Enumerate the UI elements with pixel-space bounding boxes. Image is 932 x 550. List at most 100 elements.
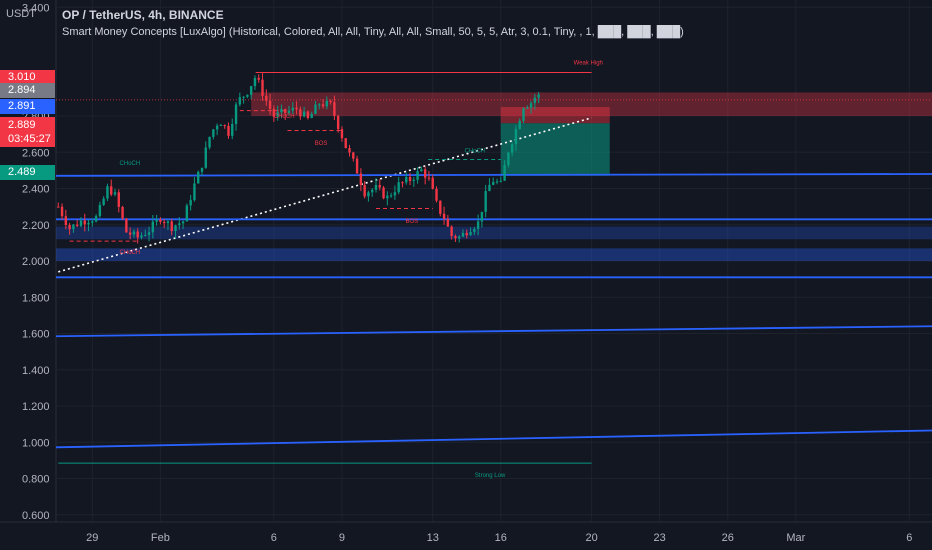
candle-body	[439, 200, 442, 214]
weak-high-label: Weak High	[574, 61, 603, 67]
candle-body	[265, 95, 268, 101]
x-tick-label: 6	[271, 532, 277, 544]
candle-body	[484, 191, 487, 212]
y-tick-label: 1.600	[22, 329, 50, 341]
axis-unit-label: USDT	[6, 8, 36, 20]
strong-low-label: Strong Low	[475, 473, 506, 479]
bar-countdown: 03:45:27	[8, 133, 51, 145]
candle-body	[83, 220, 86, 225]
candle-body	[113, 192, 117, 195]
candle-body	[533, 97, 537, 104]
candle-body	[416, 171, 419, 180]
candle-body	[408, 177, 412, 181]
candle-body	[325, 100, 329, 107]
candle-body	[454, 236, 457, 239]
candle-body	[64, 216, 68, 225]
price-badge: 2.894	[0, 83, 55, 98]
x-tick-label: 16	[495, 532, 507, 544]
smc-annotation: BOS	[405, 219, 418, 225]
candle-body	[147, 232, 151, 235]
candle-body	[68, 224, 71, 230]
demand-zone-lower	[56, 248, 932, 261]
short-target-zone	[500, 123, 610, 176]
candle-body	[144, 234, 147, 236]
candle-body	[246, 94, 249, 97]
candle-body	[359, 173, 363, 185]
candle-body	[318, 104, 321, 106]
candle-body	[94, 216, 98, 222]
candle-body	[197, 171, 200, 184]
candle-body	[75, 224, 79, 226]
candle-body	[219, 125, 223, 127]
candle-body	[212, 129, 215, 137]
candle-body	[257, 78, 260, 80]
candle-body	[458, 236, 461, 239]
y-tick-label: 0.600	[22, 510, 50, 522]
candle-body	[340, 129, 344, 139]
candle-body	[272, 108, 276, 117]
x-tick-label: 23	[654, 532, 666, 544]
candle-body	[348, 148, 351, 153]
symbol-title[interactable]: OP / TetherUS, 4h, BINANCE	[62, 8, 224, 22]
candle-body	[299, 109, 302, 117]
y-tick-label: 1.000	[22, 437, 50, 449]
y-tick-label: 1.200	[22, 401, 50, 413]
candle-body	[537, 94, 540, 98]
candle-body	[91, 221, 94, 223]
candle-body	[208, 136, 211, 148]
candle-body	[291, 107, 294, 111]
y-tick-label: 2.200	[22, 220, 50, 232]
candle-body	[510, 144, 514, 153]
y-tick-label: 1.400	[22, 365, 50, 377]
x-tick-label: 9	[339, 532, 345, 544]
candle-body	[276, 112, 279, 117]
price-badge: 2.489	[0, 164, 55, 180]
current-price-label: 2.889	[8, 119, 36, 131]
candle-body	[200, 167, 204, 172]
candle-body	[355, 158, 359, 174]
candle-body	[371, 189, 374, 193]
candle-body	[151, 221, 155, 233]
blue-line-0975	[55, 429, 932, 449]
candle-body	[185, 205, 189, 222]
candle-body	[110, 186, 113, 195]
y-tick-label: 2.600	[22, 147, 50, 159]
candle-body	[446, 218, 450, 227]
candle-body	[352, 152, 355, 159]
candle-body	[431, 177, 434, 189]
candle-body	[284, 109, 287, 113]
candle-body	[363, 184, 366, 197]
indicator-legend[interactable]: Smart Money Concepts [LuxAlgo] (Historic…	[62, 26, 684, 38]
candle-body	[102, 198, 105, 205]
candle-body	[128, 232, 132, 235]
candle-body	[321, 104, 325, 107]
candle-body	[87, 222, 90, 225]
candle-body	[136, 231, 139, 238]
x-tick-label: 26	[722, 532, 734, 544]
candle-body	[60, 206, 64, 217]
x-tick-label: 29	[86, 532, 98, 544]
candle-body	[234, 104, 238, 124]
candle-body	[249, 86, 253, 95]
candle-body	[405, 177, 408, 183]
candle-body	[72, 224, 75, 230]
candle-body	[480, 211, 484, 222]
x-tick-label: 20	[585, 532, 597, 544]
candle-body	[310, 113, 313, 119]
candle-body	[495, 181, 499, 183]
price-badge: 2.891	[0, 99, 55, 114]
candle-body	[476, 221, 480, 229]
candle-body	[465, 232, 468, 236]
candle-body	[261, 79, 264, 96]
candle-body	[231, 123, 234, 136]
smc-annotation: CHoCH	[120, 161, 141, 167]
candle-body	[166, 221, 170, 224]
candle-body	[397, 182, 400, 193]
current-price-badge: 2.889 03:45:27	[0, 117, 55, 147]
smc-annotation: BOS	[315, 141, 328, 147]
candle-body	[189, 200, 192, 206]
candle-body	[412, 179, 416, 181]
candle-body	[529, 103, 533, 108]
